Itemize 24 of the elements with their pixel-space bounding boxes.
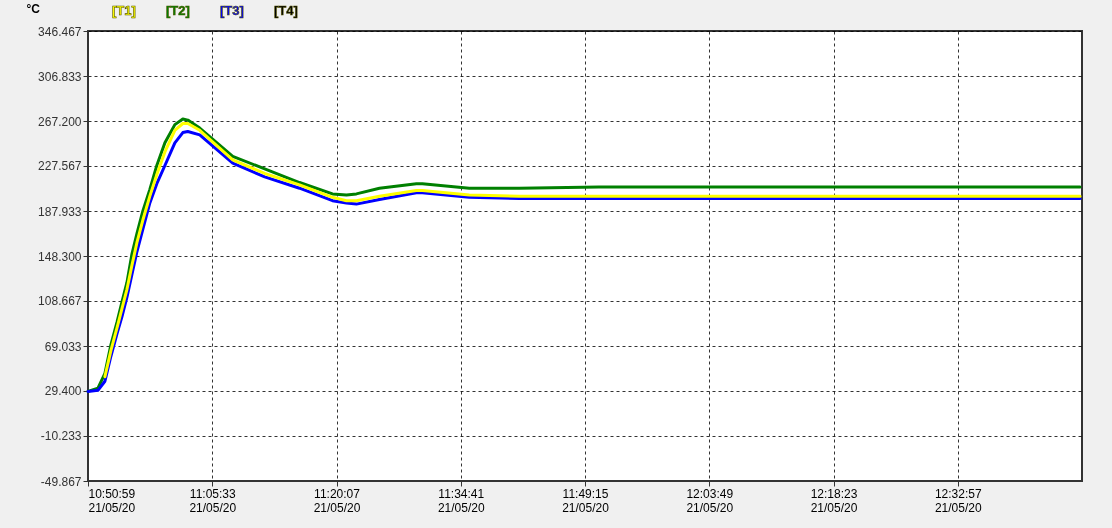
legend-label: [T4] bbox=[274, 3, 298, 18]
y-tick-label: -49.867 bbox=[40, 474, 82, 489]
x-tick-label: 10:50:59 21/05/20 bbox=[88, 486, 136, 515]
y-tick-label: 108.667 bbox=[38, 294, 82, 309]
x-tick-label: 11:34:41 21/05/20 bbox=[437, 486, 485, 515]
x-tick-label: 11:49:15 21/05/20 bbox=[562, 486, 610, 515]
text: [T2] bbox=[166, 3, 190, 18]
y-tick-label: -10.233 bbox=[40, 429, 82, 444]
y-tick-label: 187.933 bbox=[38, 204, 82, 219]
x-tick-label: 12:32:57 21/05/20 bbox=[934, 486, 982, 515]
y-tick-label: 306.833 bbox=[38, 69, 82, 84]
y-axis-title: °C bbox=[26, 1, 41, 16]
text: [T3] bbox=[220, 3, 244, 18]
text: [T1] bbox=[112, 3, 136, 18]
x-tick-label: 11:20:07 21/05/20 bbox=[313, 486, 361, 515]
x-tick-label: 12:03:49 21/05/20 bbox=[686, 486, 734, 515]
y-tick-label: 148.300 bbox=[38, 249, 82, 264]
y-tick-label: 227.567 bbox=[38, 159, 82, 174]
y-tick-label: 346.467 bbox=[38, 24, 82, 39]
y-tick-label: 29.400 bbox=[44, 384, 82, 399]
x-tick-label: 12:18:23 21/05/20 bbox=[810, 486, 858, 515]
y-tick-label: 69.033 bbox=[44, 339, 82, 354]
x-tick-label: 11:05:33 21/05/20 bbox=[189, 486, 237, 515]
y-tick-label: 267.200 bbox=[38, 114, 82, 129]
